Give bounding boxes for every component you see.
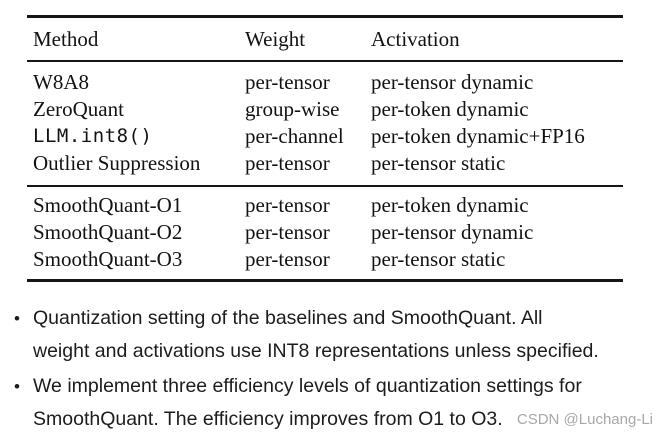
header-method: Method (33, 27, 99, 51)
table-header-row: Method Weight Activation (27, 18, 623, 60)
activation-cell: per-token dynamic+FP16 (371, 124, 585, 148)
method-cell: LLM.int8() (33, 125, 153, 147)
table-row: Outlier Suppression per-tensor per-tenso… (27, 150, 623, 177)
weight-cell: per-tensor (245, 247, 330, 271)
method-cell: ZeroQuant (33, 97, 124, 121)
csdn-watermark: CSDN @Luchang-Li (516, 411, 653, 428)
smoothquant-rows-group: SmoothQuant-O1 per-tensor per-token dyna… (27, 187, 623, 279)
table-row: SmoothQuant-O2 per-tensor per-tensor dyn… (27, 219, 623, 246)
weight-cell: group-wise (245, 97, 340, 121)
method-cell: SmoothQuant-O2 (33, 220, 183, 244)
method-cell: SmoothQuant-O1 (33, 193, 183, 217)
bullet-text: We implement three efficiency levels of … (33, 370, 582, 436)
activation-cell: per-tensor dynamic (371, 70, 534, 94)
baseline-rows-group: W8A8 per-tensor per-tensor dynamic ZeroQ… (27, 62, 623, 185)
activation-cell: per-token dynamic (371, 97, 529, 121)
header-activation: Activation (371, 27, 460, 51)
activation-cell: per-tensor static (371, 151, 506, 175)
method-cell: Outlier Suppression (33, 151, 201, 175)
table-row: LLM.int8() per-channel per-token dynamic… (27, 123, 623, 150)
weight-cell: per-tensor (245, 151, 330, 175)
notes-list: • Quantization setting of the baselines … (14, 302, 656, 438)
weight-cell: per-tensor (245, 220, 330, 244)
list-item: • We implement three efficiency levels o… (14, 370, 656, 436)
method-cell: W8A8 (33, 70, 89, 94)
weight-cell: per-tensor (245, 193, 330, 217)
bullet-icon: • (14, 377, 20, 396)
activation-cell: per-token dynamic (371, 193, 529, 217)
weight-cell: per-channel (245, 124, 344, 148)
table-row: W8A8 per-tensor per-tensor dynamic (27, 69, 623, 96)
bullet-text: Quantization setting of the baselines an… (33, 302, 599, 368)
table-top-rule (27, 15, 623, 18)
bullet-line: weight and activations use INT8 represen… (33, 340, 599, 362)
bullet-line: We implement three efficiency levels of … (33, 375, 582, 397)
table-row: SmoothQuant-O1 per-tensor per-token dyna… (27, 192, 623, 219)
bullet-icon: • (14, 309, 20, 328)
bullet-line: Quantization setting of the baselines an… (33, 307, 543, 329)
table-mid-rule (27, 185, 623, 187)
table-bottom-rule (27, 279, 623, 282)
bullet-line: SmoothQuant. The efficiency improves fro… (33, 408, 503, 430)
table-header-rule (27, 60, 623, 62)
method-cell: SmoothQuant-O3 (33, 247, 183, 271)
list-item: • Quantization setting of the baselines … (14, 302, 656, 368)
table-row: SmoothQuant-O3 per-tensor per-tensor sta… (27, 246, 623, 273)
activation-cell: per-tensor dynamic (371, 220, 534, 244)
table-row: ZeroQuant group-wise per-token dynamic (27, 96, 623, 123)
quantization-settings-table: Method Weight Activation W8A8 per-tensor… (27, 15, 623, 282)
weight-cell: per-tensor (245, 70, 330, 94)
header-weight: Weight (245, 27, 306, 51)
activation-cell: per-tensor static (371, 247, 506, 271)
